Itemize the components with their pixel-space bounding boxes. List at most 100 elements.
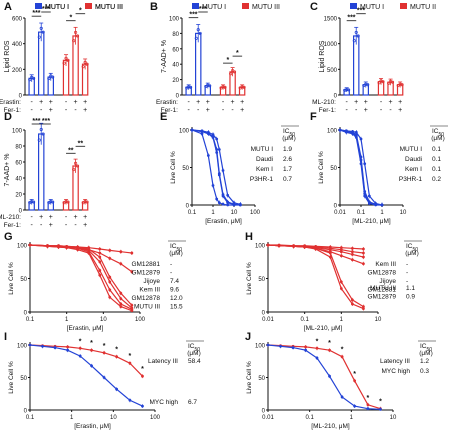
ic50-row-name-E: P3HR-1 (250, 176, 274, 183)
y-tick-label-B: 40 (172, 63, 179, 69)
ic50-row-value-G: - (170, 270, 172, 277)
replicate-dot-A (37, 35, 41, 39)
replicate-dot-B (240, 85, 244, 89)
x-tick-label-H: 1 (340, 317, 344, 323)
replicate-dot-C (400, 83, 404, 87)
sig-label-C: *** (357, 8, 365, 15)
sig-star-J: * (316, 338, 319, 345)
x-tick-label-I: 1 (70, 415, 74, 421)
x-axis-label-I: [Erastin, μM] (74, 423, 111, 430)
panel-letter-B: B (150, 1, 158, 13)
ic50-row-name-H: GM12881 (367, 287, 396, 294)
x-tick-label-I: 100 (150, 415, 161, 421)
ic50-row-name-G: GM12878 (131, 295, 160, 302)
ic50-row-value-G: 9.6 (170, 287, 179, 294)
ic50-row-name-E: Kem I (256, 166, 273, 173)
bar-D (38, 133, 45, 211)
bar-B (195, 32, 202, 96)
y-tick-label-F: 100 (327, 129, 338, 135)
y-tick-label-I: 50 (20, 376, 27, 382)
replicate-dot-D (51, 200, 55, 204)
ic50-row-value-G: 15.5 (170, 304, 183, 311)
replicate-dot-B (223, 85, 227, 89)
y-tick-label-D: 0 (19, 209, 23, 215)
y-tick-label-B: 100 (169, 17, 180, 23)
sig-star-J: * (379, 399, 382, 406)
x-tick-label-F: 10 (400, 210, 407, 216)
condition-mark-B: + (240, 99, 244, 106)
replicate-dot-D (83, 199, 87, 204)
ic50-row-value-F: 0.1 (432, 166, 441, 173)
legend-label-A: MUTU III (95, 4, 123, 11)
sig-star-I: * (90, 340, 93, 347)
y-tick-label-C: 1000 (324, 42, 338, 48)
panel-letter-A: A (4, 1, 12, 13)
sig-label-D: ** (78, 140, 84, 147)
condition-mark-A: - (74, 107, 77, 114)
ic50-row-value-E: 1.9 (283, 146, 292, 153)
condition-row-label-A: Erastin: (0, 99, 21, 106)
condition-row-label-A: Fer-1: (4, 107, 22, 114)
panel-letter-D: D (4, 111, 12, 123)
y-tick-label-F: 50 (330, 166, 337, 172)
y-tick-label-B: 80 (172, 32, 179, 38)
condition-mark-D: - (40, 222, 43, 229)
replicate-dot-A (39, 26, 43, 30)
ic50-row-name-H: GM12879 (367, 294, 396, 301)
x-tick-label-J: 0.01 (262, 415, 274, 421)
condition-mark-B: + (206, 107, 210, 114)
y-tick-label-J: 100 (255, 344, 266, 350)
x-tick-label-J: 1 (350, 415, 354, 421)
condition-mark-D: - (31, 214, 34, 221)
ic50-row-value-I: 58.4 (188, 358, 201, 365)
series-line-H (267, 244, 364, 308)
condition-row-label-C: Fer-1: (319, 107, 337, 114)
condition-mark-B: - (222, 99, 225, 106)
y-tick-label-H: 0 (262, 311, 266, 317)
x-tick-label-F: 1 (380, 210, 384, 216)
y-tick-label-J: 50 (258, 376, 265, 382)
legend-label-B: MUTU I (202, 4, 226, 11)
x-axis-label-F: [ML-210, μM] (352, 218, 391, 225)
replicate-dot-C (352, 39, 356, 43)
condition-mark-C: - (380, 99, 383, 106)
ic50-row-value-G: 12.0 (170, 295, 183, 302)
condition-mark-A: - (65, 99, 68, 106)
panel-letter-G: G (4, 231, 13, 243)
panel-letter-H: H (245, 231, 253, 243)
replicate-dot-C (345, 88, 349, 92)
ic50-row-value-H: - (406, 287, 408, 294)
x-tick-label-H: 0.01 (262, 317, 274, 323)
condition-mark-C: + (398, 107, 402, 114)
replicate-dot-C (356, 34, 360, 38)
x-tick-label-G: 0.1 (26, 317, 35, 323)
y-tick-label-D: 80 (15, 145, 22, 151)
bar-A (72, 35, 79, 96)
panel-letter-I: I (4, 331, 7, 343)
replicate-dot-D (30, 199, 34, 204)
x-tick-label-H: 10 (375, 317, 382, 323)
ic50-row-name-G: MUTU III (134, 304, 160, 311)
sig-label-B: *** (199, 6, 207, 13)
ic50-row-name-H: Jijoye (379, 278, 396, 285)
replicate-dot-B (231, 68, 235, 73)
replicate-dot-D (32, 200, 36, 204)
legend-swatch-B (192, 3, 199, 9)
replicate-dot-D (74, 161, 78, 165)
ic50-header-J: IC50 (420, 343, 432, 353)
condition-mark-D: + (39, 214, 43, 221)
x-axis-label-J: [ML-210, μM] (311, 423, 350, 430)
sig-label-A: * (69, 15, 72, 22)
ic50-unit-E: (μM) (282, 135, 296, 142)
y-tick-label-B: 0 (176, 94, 180, 100)
replicate-dot-A (62, 61, 66, 65)
replicate-dot-D (72, 167, 76, 172)
condition-mark-B: - (188, 107, 191, 114)
y-tick-label-H: 50 (258, 277, 265, 283)
ic50-row-value-H: 1.1 (406, 285, 415, 292)
y-axis-label-F: Live Cell % (318, 151, 325, 184)
ic50-row-value-J: 0.3 (420, 368, 429, 375)
ic50-row-value-E: 2.6 (283, 156, 292, 163)
y-tick-label-G: 100 (17, 244, 28, 250)
